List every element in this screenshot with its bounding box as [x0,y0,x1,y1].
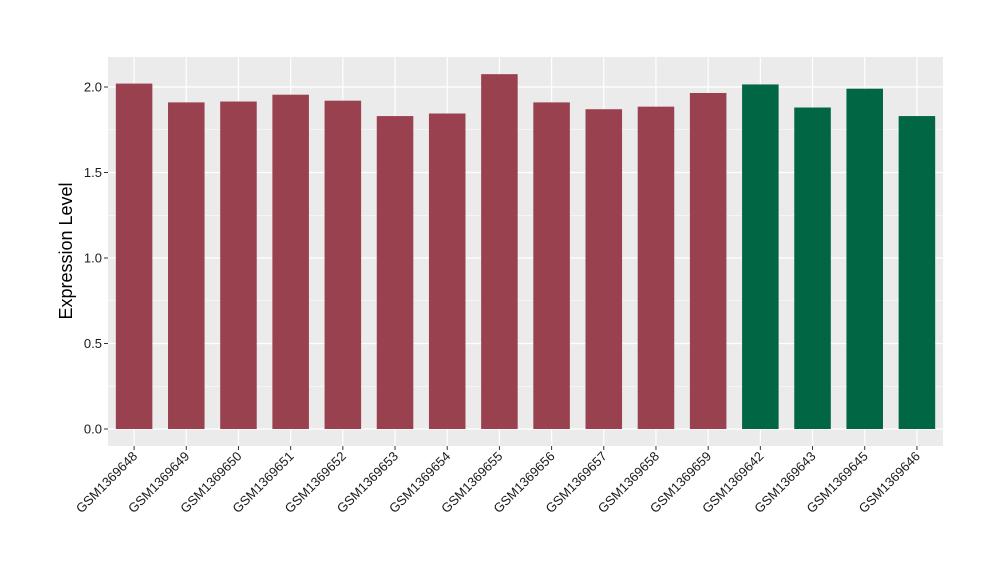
bar-GSM1369657 [585,109,623,429]
bars [115,74,936,430]
bar-GSM1369651 [272,94,309,429]
y-tick-label: 0.5 [84,336,102,351]
x-axis: GSM1369648GSM1369649GSM1369650GSM1369651… [73,446,923,516]
y-tick-label: 0.0 [84,422,102,437]
y-axis-title: Expression Level [56,182,76,319]
bar-GSM1369645 [846,88,883,430]
bar-GSM1369643 [794,107,831,430]
y-tick-label: 1.0 [84,251,102,266]
bar-GSM1369649 [168,102,205,429]
y-tick-label: 1.5 [84,165,102,180]
y-axis: 0.0 0.5 1.0 1.5 2.0 [84,80,108,437]
bar-GSM1369658 [637,106,675,429]
bar-GSM1369653 [376,116,414,429]
bar-GSM1369654 [428,113,466,429]
bar-GSM1369642 [742,84,779,429]
bar-GSM1369655 [481,74,518,430]
bar-GSM1369659 [689,92,727,430]
bar-GSM1369656 [533,102,570,429]
y-tick-label: 2.0 [84,80,102,95]
bar-GSM1369652 [324,100,362,430]
bar-GSM1369646 [898,116,936,429]
bar-GSM1369650 [220,101,257,429]
bar-GSM1369648 [115,83,153,429]
